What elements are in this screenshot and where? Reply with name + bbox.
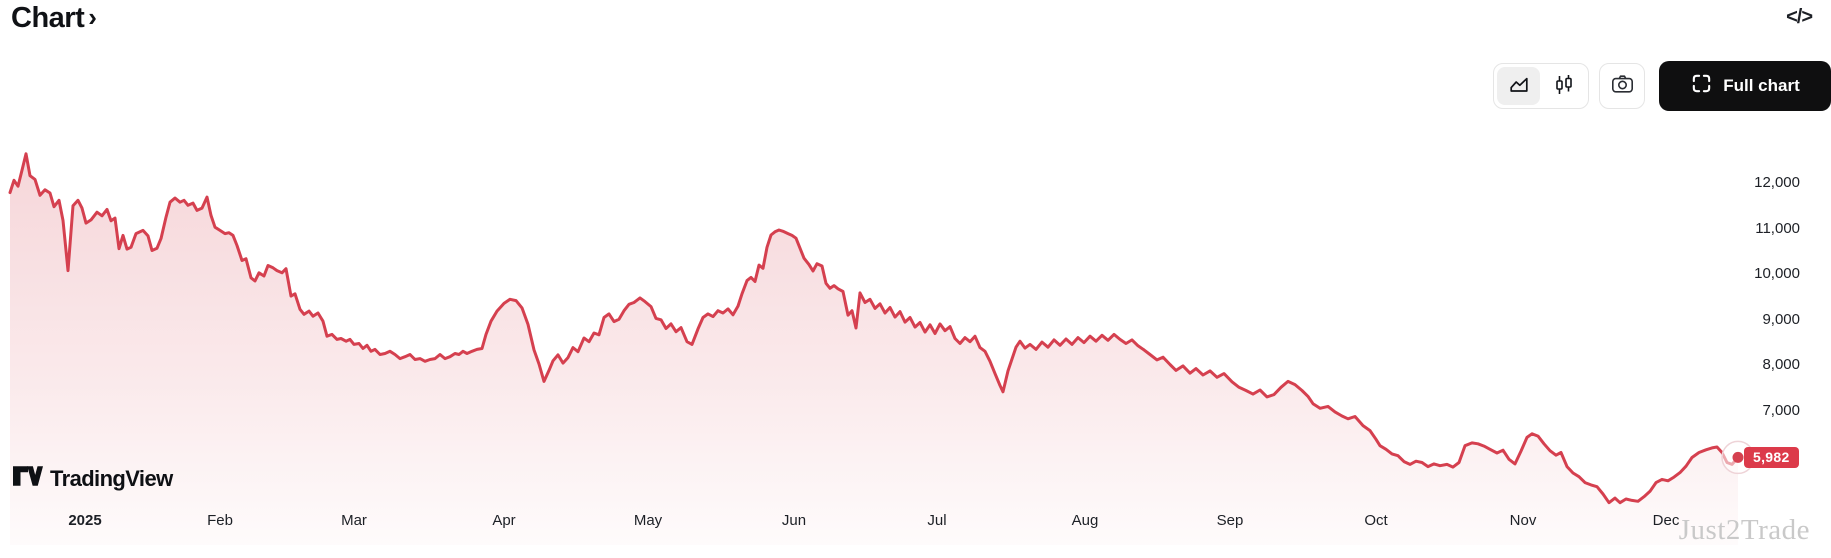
x-axis-tick-label: Nov: [1509, 512, 1537, 529]
area-chart-icon: [1508, 74, 1530, 99]
x-axis-tick-label: Apr: [492, 512, 516, 529]
broker-watermark: Just2Trade: [1678, 514, 1810, 546]
camera-icon: [1610, 72, 1635, 100]
price-line: [8, 152, 1740, 505]
full-chart-label: Full chart: [1723, 76, 1800, 95]
x-axis-tick-label: 2025: [68, 512, 102, 529]
x-axis-tick-label: Jul: [927, 512, 947, 529]
x-axis-tick-label: Aug: [1071, 512, 1099, 529]
full-chart-button[interactable]: Full chart: [1659, 61, 1831, 111]
candlestick-icon: [1553, 74, 1575, 99]
x-axis-tick-label: Dec: [1652, 512, 1680, 529]
page-title-text: Chart: [11, 2, 85, 34]
price-area-fill: [10, 153, 1738, 546]
last-price-dot: [1732, 451, 1744, 463]
y-axis-tick-label: 12,000: [1754, 174, 1800, 191]
embed-code-button[interactable]: </>: [1780, 5, 1818, 30]
x-axis-tick-label: Mar: [341, 512, 367, 529]
chevron-right-icon: ›: [88, 2, 97, 32]
y-axis-tick-label: 8,000: [1762, 356, 1800, 374]
x-axis-tick-label: Feb: [207, 512, 233, 529]
y-axis-tick-label: 9,000: [1762, 310, 1800, 328]
tradingview-logo-icon: [13, 463, 43, 494]
x-axis-tick-label: Jun: [781, 512, 807, 529]
snapshot-camera-button[interactable]: [1599, 63, 1645, 109]
candlestick-chart-type-button[interactable]: [1542, 67, 1585, 105]
chart-type-switcher: [1493, 63, 1589, 109]
fullscreen-icon: [1690, 72, 1713, 100]
x-axis-tick-label: May: [633, 512, 663, 529]
x-axis-tick-label: Sep: [1216, 512, 1244, 529]
area-chart-type-button[interactable]: [1497, 67, 1540, 105]
page-title[interactable]: Chart ›: [11, 2, 97, 35]
y-axis-tick-label: 11,000: [1755, 219, 1800, 237]
y-axis-tick-label: 7,000: [1762, 402, 1800, 419]
tradingview-logo-text: TradingView: [50, 465, 173, 491]
last-price-badge: 5,982: [1744, 446, 1799, 468]
y-axis-tick-label: 10,000: [1754, 265, 1800, 283]
tradingview-logo[interactable]: TradingView: [13, 463, 173, 494]
x-axis-tick-label: Oct: [1364, 512, 1388, 529]
